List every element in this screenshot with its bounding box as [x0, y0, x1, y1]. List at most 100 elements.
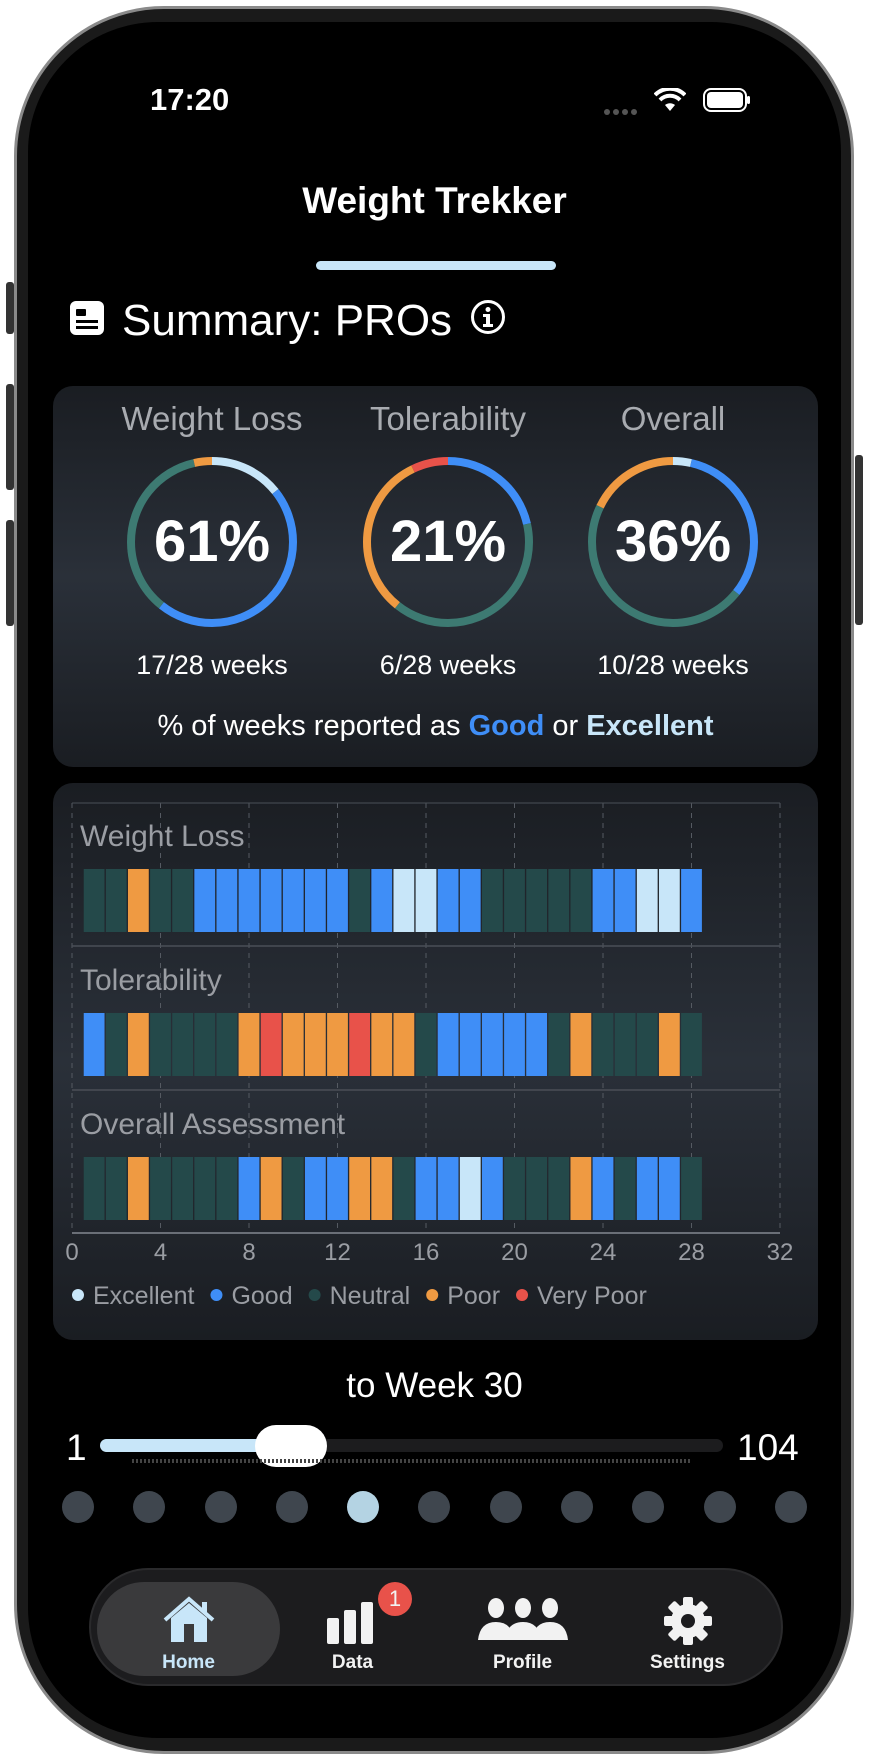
week-bar	[636, 1157, 658, 1220]
week-bar	[658, 1157, 680, 1220]
week-bar	[216, 1157, 238, 1220]
page-dot[interactable]	[703, 1491, 736, 1523]
week-bar	[504, 1157, 525, 1220]
ring-percent: 36%	[614, 509, 732, 574]
legend-label: Neutral	[330, 1282, 411, 1310]
ring-tolerability: Tolerability 21% 6/28 weeks	[328, 400, 568, 681]
page-dot[interactable]	[275, 1491, 308, 1523]
week-bar	[548, 1157, 570, 1220]
week-bar	[216, 869, 238, 932]
ring-label: Weight Loss	[121, 400, 303, 437]
week-bar	[548, 869, 570, 932]
title-underline	[316, 261, 556, 270]
volume-down-button	[6, 520, 14, 626]
tab-bar: Home 1 Data Profile Settings	[89, 1568, 783, 1686]
week-bar	[260, 1013, 282, 1076]
page-dot[interactable]	[774, 1491, 807, 1523]
legend-label: Good	[231, 1282, 292, 1310]
week-bar	[327, 1157, 348, 1220]
ring-segment-neutral	[127, 457, 297, 627]
legend-label: Poor	[447, 1282, 500, 1310]
week-bar	[83, 1013, 105, 1076]
mute-switch	[6, 282, 14, 334]
row-label: Overall Assessment	[80, 1108, 346, 1141]
week-bar	[105, 1013, 127, 1076]
week-bar	[349, 869, 371, 932]
info-icon[interactable]	[470, 296, 506, 346]
week-bar	[437, 1157, 459, 1220]
slider-label: to Week 30	[346, 1366, 523, 1405]
week-bar	[570, 869, 592, 932]
week-bar	[371, 869, 393, 932]
caption-text: % of weeks reported as	[157, 710, 469, 742]
gear-icon	[663, 1597, 712, 1645]
week-bar	[437, 869, 459, 932]
week-bar	[327, 1013, 348, 1076]
legend-label: Very Poor	[537, 1282, 647, 1310]
week-bar	[614, 1013, 636, 1076]
page-dot[interactable]	[62, 1491, 94, 1523]
ring-weight-loss: Weight Loss 61% 17/28 weeks	[92, 400, 332, 681]
week-bar	[260, 1157, 282, 1220]
week-bar	[127, 1157, 149, 1220]
week-bar	[437, 1013, 459, 1076]
week-bar	[304, 1157, 326, 1220]
week-bar	[481, 1157, 503, 1220]
week-bar	[371, 1157, 393, 1220]
week-bar	[216, 1013, 238, 1076]
caption-excellent: Excellent	[586, 710, 714, 742]
section-title: Summary: PROs	[122, 296, 453, 345]
x-tick-label: 28	[678, 1239, 705, 1266]
week-bar	[570, 1157, 592, 1220]
slider-max: 104	[737, 1427, 799, 1468]
ring-segment-poor	[588, 457, 758, 627]
week-bar	[127, 1013, 149, 1076]
week-bar	[658, 1013, 680, 1076]
weekly-chart-card: Weight Loss Tolerability Overall Assessmen…	[53, 783, 818, 1340]
ring-chart: 36%	[583, 452, 763, 632]
signal-icon	[604, 103, 640, 121]
tab-settings[interactable]: Settings	[596, 1582, 779, 1676]
wifi-icon	[653, 86, 687, 117]
week-bar	[636, 869, 658, 932]
page-dot[interactable]	[204, 1491, 237, 1523]
power-button	[855, 455, 863, 625]
week-bar	[548, 1013, 570, 1076]
week-bar	[260, 869, 282, 932]
week-bar	[238, 1157, 260, 1220]
week-bar	[105, 1157, 127, 1220]
tab-label: Home	[162, 1652, 215, 1673]
week-bar	[83, 1157, 105, 1220]
page-dot[interactable]	[632, 1491, 665, 1523]
ring-label: Tolerability	[370, 400, 526, 437]
week-bar	[393, 869, 415, 932]
page-dot[interactable]	[561, 1491, 594, 1523]
tab-profile[interactable]: Profile	[431, 1582, 614, 1676]
week-bar	[282, 869, 304, 932]
week-bar	[658, 869, 680, 932]
ring-overall: Overall 36% 10/28 weeks	[553, 400, 793, 681]
page-dot[interactable]	[347, 1491, 380, 1523]
tab-home[interactable]: Home	[97, 1582, 280, 1676]
page-dot[interactable]	[133, 1491, 166, 1523]
ring-percent: 21%	[389, 509, 507, 574]
ring-segment-good	[127, 457, 297, 627]
caption-text: or	[544, 710, 587, 742]
ring-chart: 61%	[122, 452, 302, 632]
page-dot[interactable]	[489, 1491, 522, 1523]
week-bar	[592, 869, 614, 932]
week-bar	[327, 869, 348, 932]
week-bar	[393, 1013, 415, 1076]
x-tick-label: 8	[242, 1239, 255, 1266]
legend-dot	[426, 1289, 439, 1301]
week-bar	[127, 869, 149, 932]
page-dot[interactable]	[418, 1491, 451, 1523]
legend-label: Excellent	[93, 1282, 194, 1310]
volume-up-button	[6, 384, 14, 490]
week-slider[interactable]	[100, 1425, 723, 1467]
ring-weeks: 6/28 weeks	[379, 650, 517, 680]
tab-data[interactable]: 1 Data	[261, 1582, 444, 1676]
ring-weeks: 10/28 weeks	[597, 650, 749, 680]
row-label: Tolerability	[80, 964, 222, 997]
week-bar	[681, 869, 702, 932]
